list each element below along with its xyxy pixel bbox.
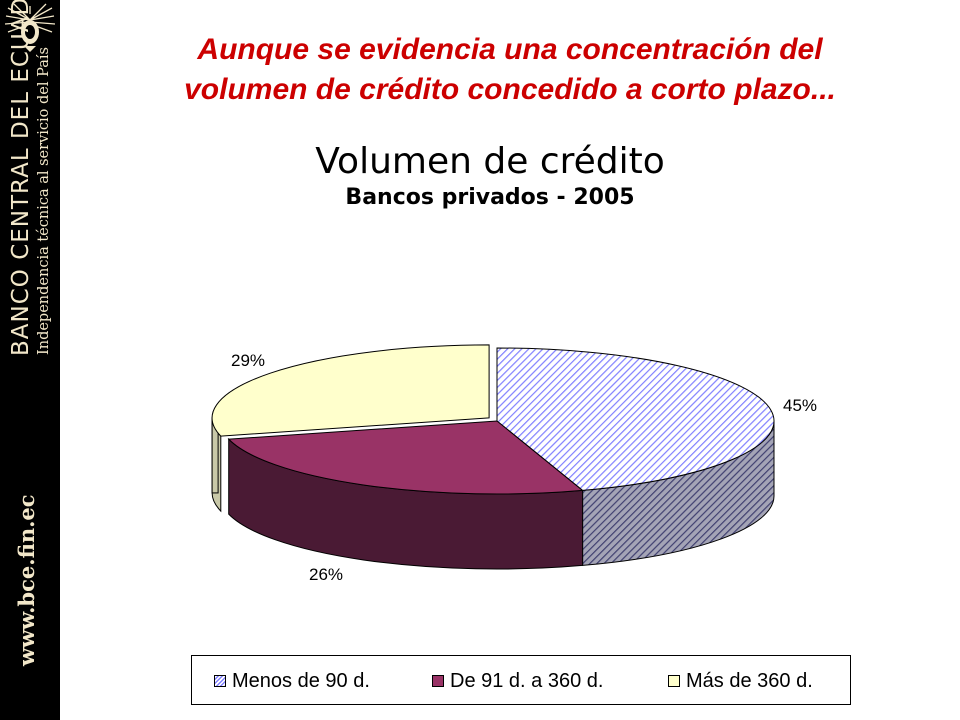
slide-headline: Aunque se evidencia una concentración de… [70,30,950,110]
data-label-long: 29% [231,351,265,370]
chart-title: Volumen de crédito [315,141,665,182]
chart-legend: Menos de 90 d. De 91 d. a 360 d. Más de 36… [191,655,851,705]
legend-item-long: Más de 360 d. [668,670,813,692]
legend-label-mid: De 91 d. a 360 d. [450,669,604,692]
legend-label-long: Más de 360 d. [686,669,813,692]
pie-slice-mid [227,420,584,495]
legend-item-mid: De 91 d. a 360 d. [432,670,603,692]
headline-line-1: Aunque se evidencia una concentración de… [197,33,823,66]
legend-item-short: Menos de 90 d. [214,670,370,692]
pie-slice-short [496,347,775,491]
legend-swatch-mid [432,675,444,687]
data-label-mid: 26% [309,565,343,584]
sidebar: BANCO CENTRAL DEL ECUADOR Independencia … [0,0,60,720]
data-label-short: 45% [783,396,817,415]
pie-slice-long [211,344,490,437]
legend-swatch-short [214,675,226,687]
headline-line-2: volumen de crédito concedido a corto pla… [184,73,836,106]
chart-subtitle: Bancos privados - 2005 [345,185,635,210]
condor-crest-icon [2,2,58,54]
legend-swatch-long [668,675,680,687]
legend-label-short: Menos de 90 d. [232,669,370,692]
